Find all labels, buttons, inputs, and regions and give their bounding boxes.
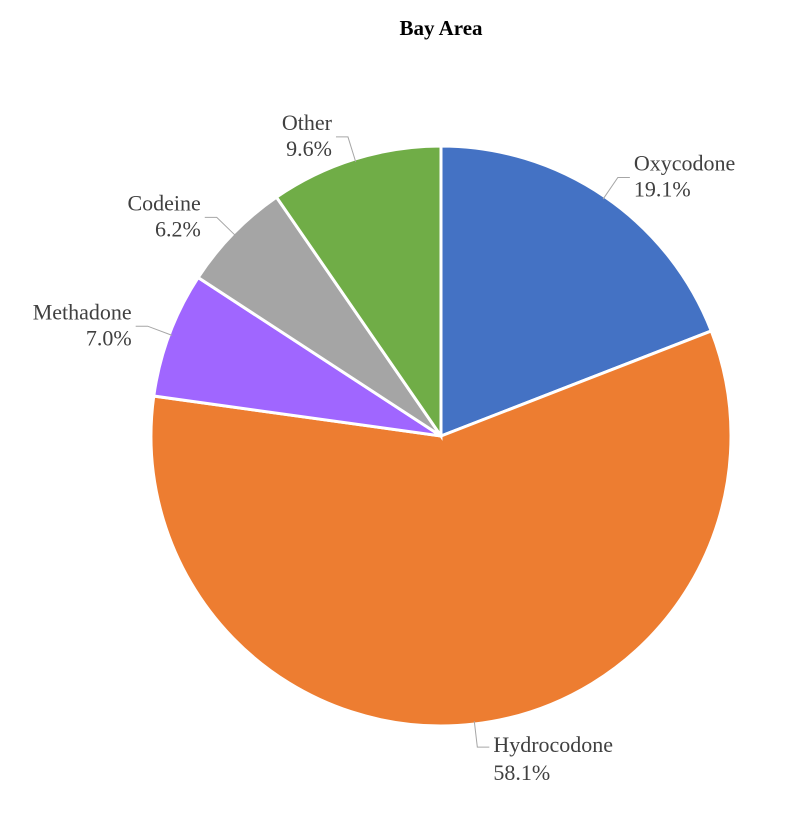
leader-line: [602, 177, 630, 200]
data-label-value: 7.0%: [86, 325, 132, 350]
data-label-value: 19.1%: [634, 177, 691, 202]
leader-line: [204, 216, 236, 236]
leader-line: [473, 721, 490, 748]
data-label-name: Oxycodone: [634, 151, 735, 176]
chart-title: Bay Area: [399, 16, 483, 40]
data-label-value: 6.2%: [155, 216, 201, 241]
leader-line: [335, 136, 357, 163]
data-label-value: 58.1%: [493, 760, 550, 785]
data-label-name: Other: [282, 110, 333, 135]
data-label-name: Hydrocodone: [493, 732, 613, 757]
data-label-name: Methadone: [33, 299, 132, 324]
data-label-value: 9.6%: [286, 136, 332, 161]
leader-line: [135, 325, 173, 336]
data-label-name: Codeine: [127, 190, 200, 215]
